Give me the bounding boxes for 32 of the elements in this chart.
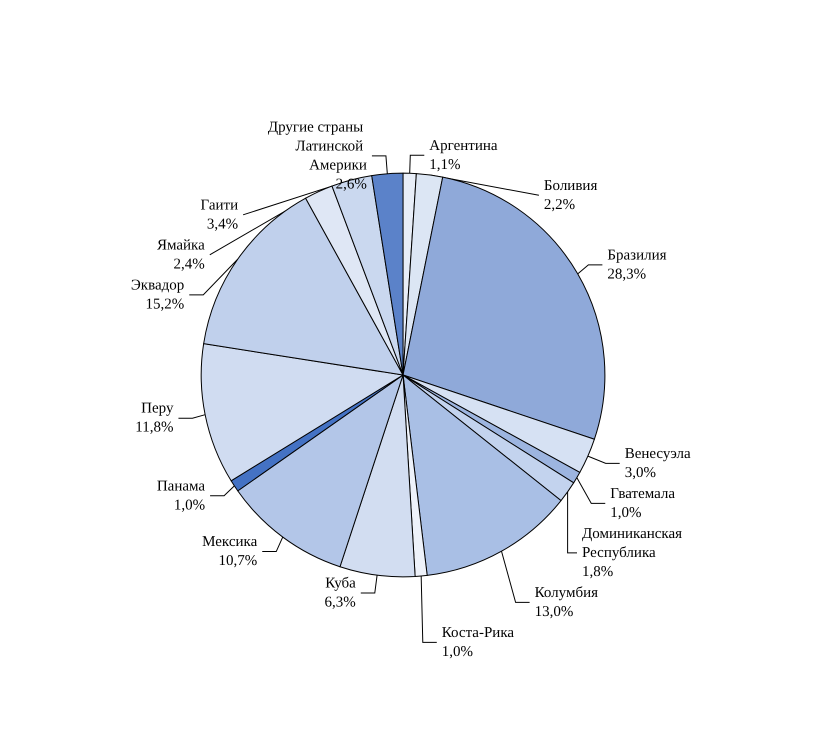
data-label: 3,4% [206, 216, 238, 232]
data-label: 2,4% [174, 256, 205, 272]
data-label: 28,3% [607, 266, 646, 282]
slice-label: Перу [141, 400, 174, 417]
data-label: 15,2% [146, 296, 184, 312]
slice-label: Доминиканская Республика [582, 526, 686, 561]
slice-label: Ямайка [156, 237, 206, 254]
data-label: 2,2% [544, 196, 576, 213]
data-label: 1,0% [610, 504, 642, 521]
data-label: 13,0% [534, 604, 574, 620]
slice-label: Куба [325, 576, 356, 592]
slice-label: Венесуэла [624, 446, 692, 462]
slice-label: Мексика [202, 534, 258, 550]
data-label: 6,3% [324, 594, 356, 611]
slice-label: Эквадор [130, 277, 184, 294]
data-label: 1,0% [174, 497, 206, 514]
slice-label: Колумбия [534, 584, 598, 601]
slice-label: Панама [156, 478, 206, 494]
slice-label: Боливия [544, 178, 598, 194]
data-label: 1,1% [429, 156, 461, 173]
slice-label: Бразилия [607, 247, 667, 264]
data-label: 3,0% [624, 464, 656, 481]
data-label: 2,6% [336, 176, 367, 192]
data-label: 1,8% [582, 564, 614, 580]
slice-label: Аргентина [429, 138, 498, 154]
data-label: 10,7% [218, 553, 258, 570]
slice-label: Гаити [200, 197, 238, 214]
data-label: 1,0% [442, 644, 474, 660]
slice-label: Коста-Рика [442, 624, 514, 641]
slice-label: Другие страны Латинской Америки [268, 119, 367, 174]
data-label: 11,8% [135, 420, 174, 436]
slice-label: Гватемала [610, 486, 676, 502]
